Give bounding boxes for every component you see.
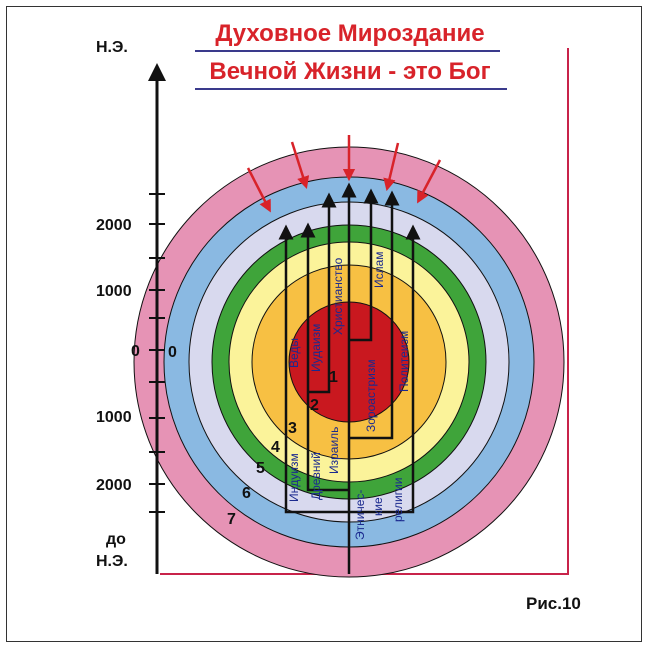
tick-label-1000-ad: 1000 bbox=[96, 283, 132, 300]
religion-drevniy: Древний bbox=[309, 452, 323, 500]
religion-izrail: Израиль bbox=[327, 427, 341, 474]
religion-islam: Ислам bbox=[372, 251, 386, 288]
ring-label-2: 2 bbox=[310, 397, 319, 414]
ring-label-7: 7 bbox=[227, 511, 236, 528]
religion-etnich-3: религии bbox=[391, 478, 405, 522]
religion-politeizm: Политеизм bbox=[397, 331, 411, 392]
path-induizm bbox=[278, 224, 349, 514]
religion-induizm: Индуизм bbox=[287, 453, 301, 502]
title-underline-1 bbox=[195, 50, 500, 52]
figure-frame bbox=[6, 6, 642, 642]
incoming-arrow-4 bbox=[383, 142, 400, 192]
tick-label-zero: 0 bbox=[131, 343, 140, 360]
religion-vedy: Веды bbox=[287, 338, 301, 368]
religion-khristianstvo: Христианство bbox=[331, 257, 345, 335]
ring-label-1: 1 bbox=[329, 369, 338, 386]
ring-label-6: 6 bbox=[242, 485, 251, 502]
ring-label-4: 4 bbox=[271, 439, 280, 456]
religion-etnich-1: Этничес- bbox=[353, 490, 367, 540]
religion-paths bbox=[278, 182, 421, 574]
religion-iudaizm: Иудаизм bbox=[309, 324, 323, 372]
tick-label-2000-ad: 2000 bbox=[96, 217, 132, 234]
incoming-arrow-5 bbox=[417, 159, 442, 204]
tick-label-1000-bc: 1000 bbox=[96, 409, 132, 426]
ring-label-0: 0 bbox=[168, 344, 177, 361]
axis-bottom-label-2: Н.Э. bbox=[96, 553, 128, 570]
axis-top-label: Н.Э. bbox=[96, 39, 128, 56]
path-zoroastrizm bbox=[349, 190, 400, 440]
path-politeizm bbox=[349, 224, 421, 514]
religion-zoroastrizm: Зороастризм bbox=[364, 359, 378, 432]
tick-label-2000-bc: 2000 bbox=[96, 477, 132, 494]
time-axis bbox=[148, 63, 166, 574]
ring-label-3: 3 bbox=[288, 420, 297, 437]
incoming-arrow-1 bbox=[246, 167, 271, 213]
ring-label-5: 5 bbox=[256, 460, 265, 477]
religion-etnich-2: кие bbox=[371, 497, 385, 516]
figure-label: Рис.10 bbox=[526, 594, 581, 613]
title-line-1: Духовное Мироздание bbox=[215, 20, 485, 47]
path-drevniy-izrail bbox=[300, 222, 349, 492]
incoming-arrow-2 bbox=[290, 141, 310, 189]
title-line-2: Вечной Жизни - это Бог bbox=[209, 58, 491, 85]
incoming-arrows bbox=[246, 135, 442, 213]
path-khristianstvo bbox=[308, 192, 337, 394]
axis-bottom-label-1: до bbox=[106, 531, 126, 548]
path-islam bbox=[349, 188, 379, 342]
title-underline-2 bbox=[195, 88, 507, 90]
